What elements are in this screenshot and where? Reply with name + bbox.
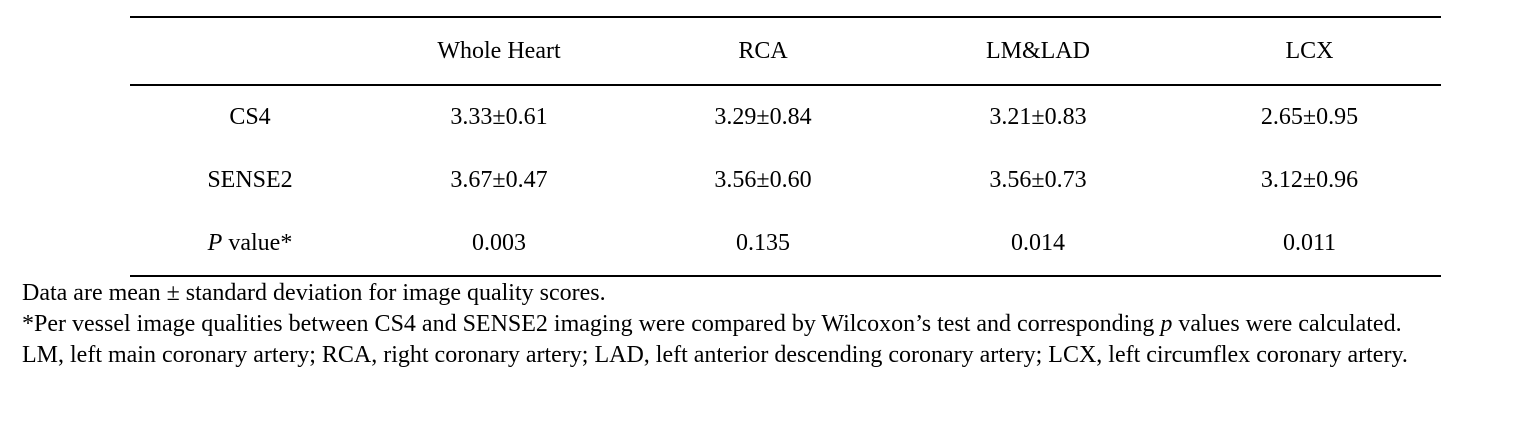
header-lm-lad: LM&LAD [986,37,1090,64]
table-row-p-value: P value* 0.003 0.135 0.014 0.011 [130,212,1441,276]
table-cell: 0.135 [736,230,790,256]
footnote-stats-italic: p [1160,311,1173,337]
table-row-sense2: SENSE2 3.67±0.47 3.56±0.60 3.56±0.73 3.1… [130,149,1441,212]
table-cell: 3.12±0.96 [1260,167,1359,193]
results-table-container: Whole Heart RCA LM&LAD LCX CS4 3.33±0.61… [130,16,1441,277]
footnote-stats-post: values were calculated. [1172,311,1402,337]
table-cell: 0.014 [1011,230,1065,256]
table-cell: 0.011 [1282,230,1337,256]
row-label: P value* [130,212,370,276]
header-rca: RCA [738,37,788,64]
footnote-abbreviations: LM, left main coronary artery; RCA, righ… [22,342,1408,368]
header-empty [130,17,370,85]
p-label-rest: value* [222,230,293,256]
footnote-statistics: *Per vessel image qualities between CS4 … [22,309,1517,340]
table-cell: 3.21±0.83 [989,104,1087,130]
table-cell: 3.33±0.61 [450,104,548,130]
table-cell: 3.56±0.60 [714,167,812,193]
header-lcx: LCX [1285,37,1334,64]
table-cell: 3.29±0.84 [714,104,812,130]
table-header-row: Whole Heart RCA LM&LAD LCX [130,17,1441,85]
table-footnotes: Data are mean ± standard deviation for i… [22,278,1517,371]
image-quality-table: Whole Heart RCA LM&LAD LCX CS4 3.33±0.61… [130,16,1441,277]
footnote-data-description: Data are mean ± standard deviation for i… [22,280,606,306]
row-label: SENSE2 [207,167,293,193]
table-cell: 0.003 [472,230,526,256]
row-label: CS4 [229,104,271,130]
table-cell: 3.67±0.47 [450,167,548,193]
p-italic: P [207,230,223,256]
table-row-cs4: CS4 3.33±0.61 3.29±0.84 3.21±0.83 2.65±0… [130,85,1441,149]
header-whole-heart: Whole Heart [437,37,561,64]
table-cell: 3.56±0.73 [989,167,1087,193]
footnote-stats-pre: *Per vessel image qualities between CS4 … [22,311,1161,337]
table-cell: 2.65±0.95 [1260,104,1359,130]
